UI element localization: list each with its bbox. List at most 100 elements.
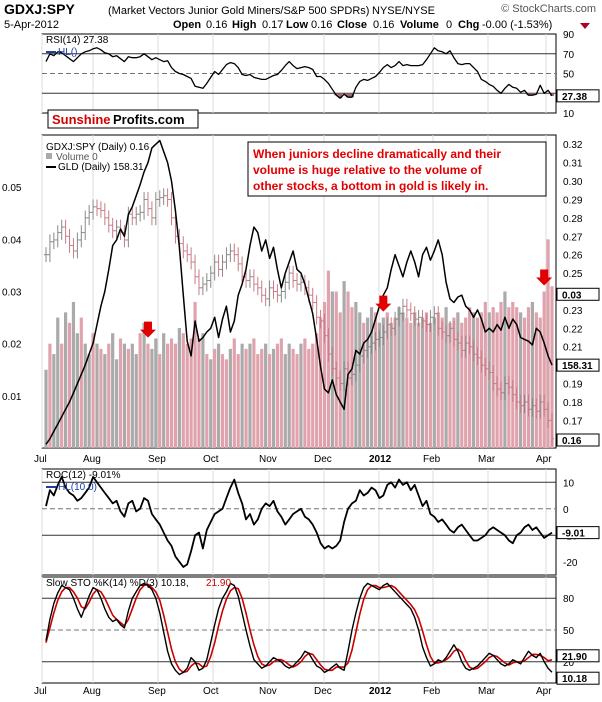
- volume-bar: [550, 286, 554, 448]
- volume-bar: [519, 312, 523, 448]
- volume-bar: [303, 338, 307, 448]
- volume-bar: [456, 312, 460, 448]
- volume-bar: [279, 338, 283, 448]
- rsi-line: [45, 47, 553, 99]
- volume-bar: [511, 301, 515, 448]
- volume-tick-label: 0.04: [2, 235, 22, 246]
- volume-bar: [291, 348, 295, 448]
- volume-bar: [307, 348, 311, 448]
- volume-bar: [209, 359, 213, 448]
- volume-bar: [373, 312, 378, 448]
- x-tick-label: Jul: [34, 686, 47, 697]
- volume-bar: [436, 312, 440, 448]
- volume-bar: [252, 338, 256, 448]
- sto-d-last-value: 21.90: [562, 652, 587, 663]
- volume-bar: [107, 343, 111, 448]
- volume-bar: [126, 348, 130, 448]
- roc-last-value: -9.01: [562, 529, 585, 540]
- gld-last-value: 158.31: [562, 361, 593, 372]
- rsi-oversold-fill: [338, 93, 343, 99]
- volume-bar: [83, 343, 87, 448]
- volume-bar: [526, 307, 531, 448]
- price-tick-label: 0.27: [563, 232, 583, 243]
- price-tick-label: 0.29: [563, 195, 583, 206]
- volume-bar: [224, 359, 229, 448]
- volume-bar: [67, 322, 72, 448]
- roc-last-value-box: [556, 526, 600, 540]
- rsi-oversold-fill: [349, 93, 354, 98]
- volume-bar: [358, 312, 362, 448]
- volume-bar: [389, 322, 393, 448]
- annotation-line-3: other stocks, a bottom in gold is likely…: [253, 179, 488, 193]
- low-value: 0.16: [311, 19, 332, 31]
- chevron-down-icon[interactable]: [580, 23, 590, 29]
- volume-bar: [264, 343, 268, 448]
- volume-bar: [369, 307, 374, 448]
- annotation-line-1: When juniors decline dramatically and th…: [253, 147, 501, 161]
- volume-bar: [216, 343, 221, 448]
- high-value: 0.17: [262, 19, 283, 31]
- volume-bar: [60, 343, 64, 448]
- x-tick-label: 2012: [369, 686, 392, 697]
- x-tick-label: Feb: [423, 454, 441, 465]
- volume-bar: [275, 343, 280, 448]
- logo-frame: [47, 109, 199, 129]
- volume-bar: [232, 338, 236, 448]
- volume-bar: [256, 354, 260, 448]
- volume-bar: [428, 322, 433, 448]
- volume-bar: [162, 333, 166, 448]
- x-tick-label: Aug: [83, 454, 101, 465]
- x-tick-label: Mar: [478, 454, 496, 465]
- x-axis-top: Jul Aug Sep Oct Nov Dec 2012 Feb Mar Apr: [34, 454, 552, 465]
- price-tick-label: 0.23: [563, 306, 583, 317]
- volume-last-value: 0.03: [562, 290, 582, 301]
- volume-bar: [118, 338, 123, 448]
- volume-bar: [95, 343, 99, 448]
- x-tick-label: Aug: [83, 686, 101, 697]
- volume-bar: [64, 312, 68, 448]
- volume-bar: [138, 333, 142, 448]
- price-layer: [44, 139, 554, 447]
- logo-part1: Sunshine: [52, 112, 111, 127]
- volume-bar: [385, 312, 389, 448]
- volume-bar: [173, 343, 178, 448]
- volume-bar: [52, 354, 56, 448]
- volume-bar: [283, 354, 287, 448]
- x-tick-label: Oct: [203, 454, 219, 465]
- volume-bar: [197, 338, 201, 448]
- annotation-line-2: volume is huge relative to the volume of: [253, 163, 483, 177]
- volume-bar: [409, 322, 413, 448]
- volume-bar: [424, 312, 429, 448]
- volume-bar: [366, 317, 370, 448]
- volume-bar: [91, 333, 95, 448]
- volume-bar: [287, 343, 291, 448]
- volume-bar: [444, 307, 448, 448]
- volume-last-value-box: [556, 287, 600, 301]
- volume-bar: [236, 354, 240, 448]
- volume-bar: [413, 312, 417, 448]
- volume-bar: [169, 338, 174, 448]
- volume-bar: [487, 312, 491, 448]
- x-tick-label: Apr: [536, 686, 552, 697]
- x-tick-label: 2012: [369, 454, 392, 465]
- rsi-legend-label: RSI(14) 27.38: [46, 35, 109, 46]
- price-tick-label: 0.26: [563, 251, 583, 262]
- roc-legend: ROC(12) -9.01% HL(10.0): [46, 470, 121, 493]
- volume-bar: [56, 317, 60, 448]
- volume-bar: [75, 333, 79, 448]
- symbol-name: (Market Vectors Junior Gold Miners/S&P 5…: [108, 5, 369, 17]
- gld-line: [45, 139, 553, 445]
- volume-bar: [240, 343, 244, 448]
- sto-k-last-value: 10.18: [562, 674, 587, 685]
- volume-bar: [318, 317, 323, 448]
- red-down-arrow-icon: [139, 321, 156, 338]
- volume-bar: [401, 312, 405, 448]
- volume-label: Volume: [400, 19, 439, 31]
- rsi-layer: [42, 47, 556, 99]
- volume-bar: [130, 343, 134, 448]
- price-tick-label: 0.21: [563, 343, 583, 354]
- volume-bar: [460, 322, 464, 448]
- annotation-box: When juniors decline dramatically and th…: [247, 141, 547, 197]
- exchange-label: NYSE/NYSE: [372, 5, 435, 17]
- volume-bar: [295, 354, 299, 448]
